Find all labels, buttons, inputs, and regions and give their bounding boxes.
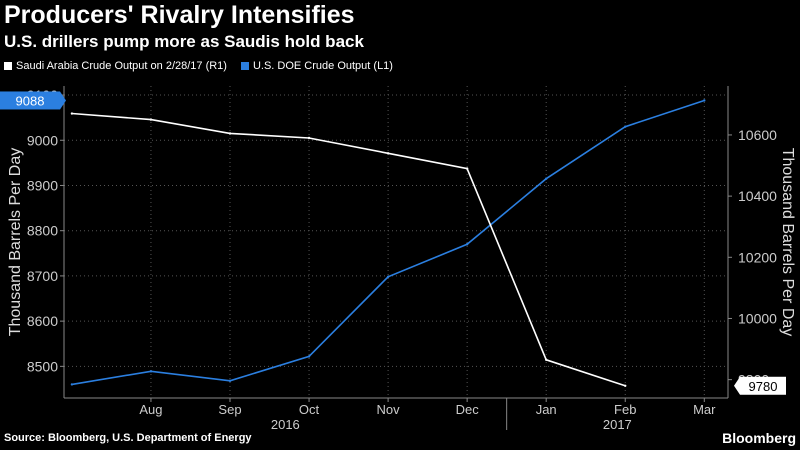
saudi-last-value-box	[740, 376, 786, 395]
x-tick-label: Mar	[693, 402, 716, 417]
data-point-saudi	[386, 152, 390, 155]
data-point-saudi	[70, 112, 74, 115]
data-point-saudi	[149, 118, 153, 121]
brand-logo: Bloomberg	[722, 430, 796, 446]
left-tick-label: 9000	[27, 132, 58, 148]
us-last-value-box	[0, 91, 60, 110]
data-point-us	[149, 370, 153, 373]
data-point-us	[70, 383, 74, 386]
us-last-value-label: 9088	[16, 93, 45, 108]
data-point-saudi	[307, 136, 311, 140]
left-tick-label: 8500	[27, 358, 58, 374]
data-point-us	[544, 177, 548, 180]
legend-swatch-us	[240, 62, 249, 70]
data-point-us	[228, 379, 232, 383]
data-point-us	[703, 99, 706, 102]
chart-subtitle: U.S. drillers pump more as Saudis hold b…	[4, 32, 364, 51]
chart-title: Producers' Rivalry Intensifies	[4, 1, 355, 29]
left-tick-label: 8800	[27, 223, 58, 239]
x-tick-label: Feb	[614, 402, 636, 417]
right-tick-label: 10400	[738, 188, 777, 204]
x-tick-label: Oct	[299, 402, 320, 417]
data-point-us	[386, 275, 390, 279]
right-axis-title: Thousand Barrels Per Day	[779, 148, 796, 337]
left-tick-label: 8700	[27, 268, 58, 284]
year-label: 2017	[603, 417, 632, 432]
saudi-last-value-label: 9780	[749, 379, 778, 394]
legend-label-saudi: Saudi Arabia Crude Output on 2/28/17 (R1…	[16, 60, 227, 72]
left-tick-label: 8600	[27, 313, 58, 329]
x-tick-label: Aug	[139, 402, 162, 417]
data-point-us	[307, 355, 311, 358]
right-tick-label: 10000	[738, 310, 777, 326]
legend-label-us: U.S. DOE Crude Output (L1)	[252, 60, 393, 72]
data-point-saudi	[624, 384, 627, 387]
x-tick-label: Dec	[456, 402, 480, 417]
x-tick-label: Jan	[536, 402, 557, 417]
source-note: Source: Bloomberg, U.S. Department of En…	[4, 432, 252, 444]
data-point-us	[465, 243, 469, 246]
us-last-value-pointer	[60, 91, 66, 110]
left-tick-label: 8900	[27, 177, 58, 193]
data-point-us	[624, 125, 627, 128]
right-tick-label: 10200	[738, 249, 777, 265]
left-axis-title: Thousand Barrels Per Day	[7, 148, 24, 337]
right-tick-label: 10600	[738, 127, 777, 143]
saudi-last-value-pointer	[734, 376, 740, 395]
x-tick-label: Nov	[377, 402, 401, 417]
legend-swatch-saudi	[4, 62, 12, 70]
data-point-saudi	[228, 132, 232, 135]
data-point-saudi	[544, 358, 548, 361]
series-line-saudi	[71, 112, 626, 387]
data-point-saudi	[465, 167, 469, 170]
x-tick-label: Sep	[218, 402, 241, 417]
year-label: 2016	[271, 417, 300, 432]
legend: Saudi Arabia Crude Output on 2/28/17 (R1…	[4, 60, 407, 72]
